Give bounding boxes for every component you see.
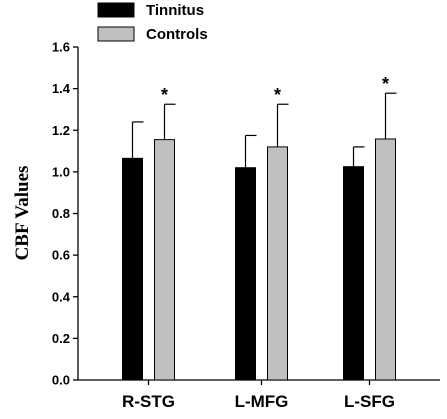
y-tick-label: 0.0 <box>52 373 70 388</box>
y-tick-label: 1.2 <box>52 123 70 138</box>
bar-controls-l-sfg <box>375 138 396 381</box>
y-tick-label: 0.4 <box>52 289 71 304</box>
x-axis: R-STG L-MFG L-SFG <box>78 379 440 411</box>
legend-swatch-controls <box>97 26 135 42</box>
x-tick-label: L-SFG <box>344 392 395 411</box>
legend-label-controls: Controls <box>146 26 208 43</box>
bar-tinnitus-r-stg <box>122 157 143 381</box>
legend-label-tinnitus: Tinnitus <box>146 2 204 19</box>
bar-controls-l-mfg <box>267 146 288 381</box>
y-axis-label: CBF Values <box>12 166 33 261</box>
y-tick-label: 0.6 <box>52 248 70 263</box>
x-tick-label: L-MFG <box>235 392 289 411</box>
significance-marker: * <box>274 85 281 105</box>
y-tick-label: 1.4 <box>52 81 71 96</box>
significance-marker: * <box>161 85 168 105</box>
y-axis: 0.0 0.2 0.4 0.6 0.8 1.0 1.2 1.4 1.6 <box>52 40 79 388</box>
legend-swatch-tinnitus <box>97 2 135 18</box>
significance-marker: * <box>382 74 389 94</box>
y-tick-label: 1.0 <box>52 164 70 179</box>
legend: Tinnitus Controls <box>97 2 208 43</box>
x-tick-label: R-STG <box>122 392 175 411</box>
y-tick-label: 0.2 <box>52 331 70 346</box>
bar-controls-r-stg <box>154 139 175 381</box>
y-tick-label: 0.8 <box>52 206 70 221</box>
bars: * * * <box>122 74 397 381</box>
bar-tinnitus-l-mfg <box>235 167 256 381</box>
y-tick-label: 1.6 <box>52 40 70 55</box>
bar-tinnitus-l-sfg <box>343 166 364 381</box>
